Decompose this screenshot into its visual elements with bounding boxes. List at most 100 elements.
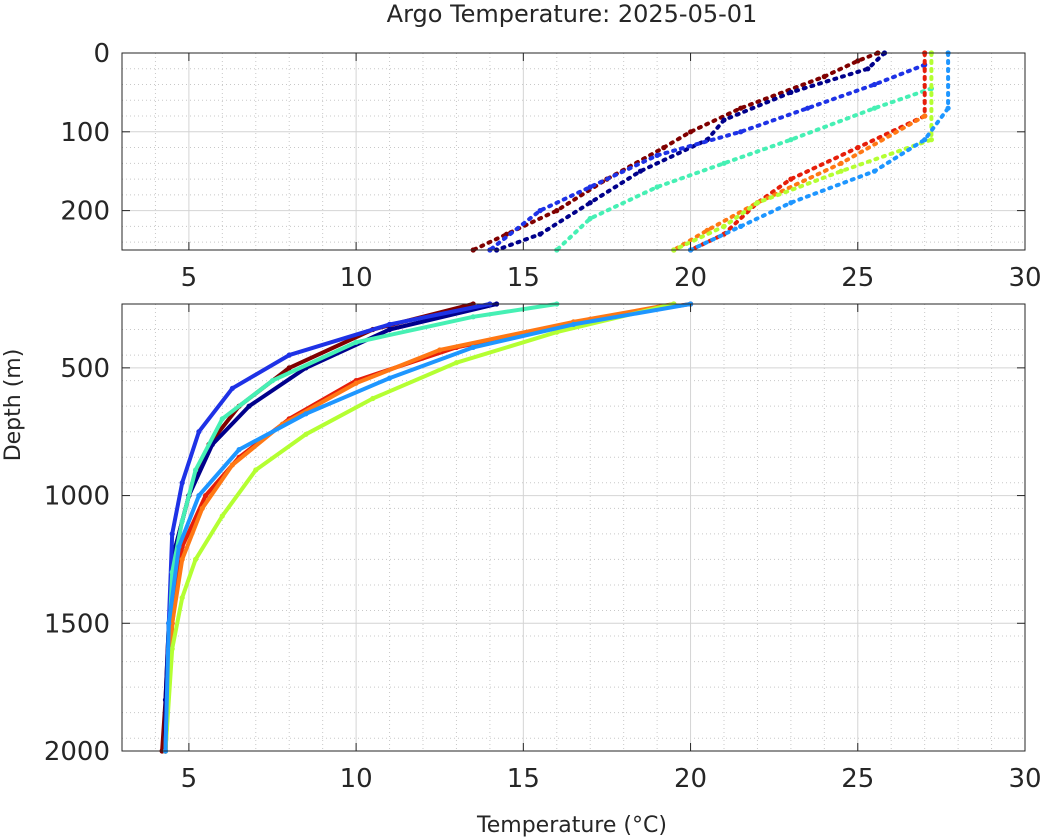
lower-series-line [163, 302, 693, 753]
lower-series-line [163, 302, 676, 753]
upper-x-tick-label: 15 [507, 263, 540, 293]
lower-data-point [193, 556, 199, 563]
lower-data-point [246, 403, 252, 409]
lower-data-point [179, 518, 185, 524]
lower-data-point [370, 395, 376, 402]
lower-data-point [286, 352, 292, 358]
upper-data-point [537, 208, 543, 214]
upper-y-tick-label: 100 [60, 118, 110, 148]
lower-data-point [470, 344, 476, 350]
lower-data-point [387, 326, 393, 333]
upper-data-point [788, 137, 794, 143]
upper-data-point [587, 215, 593, 222]
upper-y-tick-label: 200 [60, 197, 110, 227]
lower-data-point [286, 365, 292, 371]
lower-data-point [166, 620, 172, 626]
upper-x-tick-label: 25 [841, 263, 874, 293]
lower-x-tick-label: 5 [181, 764, 198, 794]
lower-data-point [453, 360, 459, 366]
upper-x-tick-label: 20 [674, 263, 707, 293]
lower-data-point [269, 378, 276, 384]
upper-series-line [487, 62, 927, 252]
lower-data-point [570, 321, 577, 327]
upper-data-point [945, 105, 951, 111]
upper-series-7 [688, 50, 951, 253]
lower-data-point [229, 462, 235, 468]
lower-data-point [203, 493, 209, 499]
lower-data-point [219, 416, 225, 422]
lower-data-point [303, 411, 309, 417]
upper-axes-frame [121, 52, 1026, 251]
upper-data-point [688, 129, 694, 135]
lower-data-point [470, 314, 476, 320]
lower-data-point [196, 429, 202, 435]
upper-data-point [738, 223, 744, 229]
upper-data-point [754, 200, 761, 206]
lower-data-point [303, 431, 309, 437]
lower-data-point [176, 544, 182, 550]
lower-data-point [236, 447, 242, 453]
lower-data-point [253, 467, 259, 473]
upper-data-point [788, 200, 794, 206]
upper-axes-background [121, 52, 1026, 251]
lower-data-point [229, 385, 235, 391]
upper-data-point [654, 152, 660, 158]
upper-data-point [554, 208, 560, 214]
upper-data-point [721, 223, 727, 229]
upper-data-point [805, 105, 811, 111]
upper-data-point [865, 66, 871, 72]
lower-x-tick-label: 30 [1008, 764, 1041, 794]
upper-series-line [671, 114, 927, 252]
upper-series-3 [554, 85, 935, 253]
upper-data-point [788, 176, 794, 182]
upper-panel: 5 10 15 20 25 30 0 100 200 [60, 39, 1041, 293]
upper-x-tick-label: 30 [1008, 263, 1041, 293]
chart-title: Argo Temperature: 2025-05-01 [387, 0, 758, 28]
upper-x-tick-label: 5 [181, 263, 198, 293]
upper-data-point [537, 231, 543, 237]
lower-x-tick-label: 10 [340, 764, 373, 794]
lower-data-point [554, 329, 560, 335]
lower-data-point [179, 595, 185, 601]
lower-x-tick-label: 15 [507, 764, 540, 794]
lower-x-tick-label: 20 [674, 764, 707, 794]
upper-data-point [587, 200, 593, 206]
upper-data-point [871, 105, 878, 111]
upper-data-point [661, 145, 667, 151]
lower-panel: 5 10 15 20 25 30 500 1000 1500 2000 [44, 301, 1042, 794]
upper-data-point [871, 81, 878, 88]
lower-data-point [219, 513, 225, 519]
lower-data-point [353, 380, 359, 386]
upper-data-point [922, 113, 928, 119]
lower-data-point [353, 339, 359, 345]
lower-data-point [193, 467, 199, 473]
upper-data-point [721, 160, 727, 166]
lower-data-point [179, 480, 185, 486]
lower-y-tick-label: 1500 [44, 609, 110, 639]
lower-axes-frame [121, 303, 1026, 752]
upper-data-point [928, 137, 935, 143]
upper-series-line [671, 51, 934, 252]
upper-y-tick-label: 0 [93, 39, 110, 69]
lower-data-point [437, 347, 443, 353]
upper-data-point [922, 137, 928, 143]
upper-data-point [587, 184, 593, 190]
lower-data-point [387, 375, 393, 381]
lower-y-tick-label: 1000 [44, 482, 110, 512]
upper-data-point [838, 168, 844, 174]
y-axis-label: Depth (m) [1, 349, 26, 462]
upper-data-point [855, 145, 861, 151]
upper-data-point [838, 160, 844, 166]
lower-data-point [169, 531, 175, 537]
upper-series-line [471, 51, 880, 252]
lower-data-point [169, 646, 175, 652]
lower-data-point [387, 321, 393, 327]
lower-axes-background [121, 303, 1026, 752]
upper-x-tick-label: 10 [340, 263, 373, 293]
lower-data-point [199, 505, 205, 511]
x-axis-label: Temperature (°C) [476, 813, 667, 838]
upper-data-point [654, 184, 660, 190]
lower-grid [121, 303, 1026, 752]
lower-y-tick-label: 2000 [44, 737, 110, 767]
